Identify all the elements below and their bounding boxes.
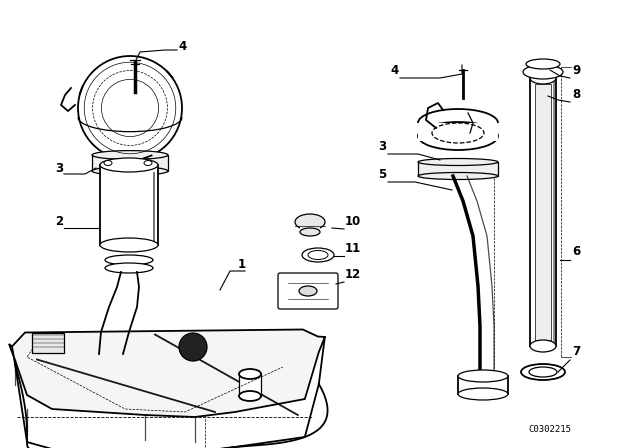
Text: C0302215: C0302215 xyxy=(528,425,571,434)
Ellipse shape xyxy=(299,286,317,296)
Ellipse shape xyxy=(105,263,153,273)
Text: 3: 3 xyxy=(378,140,386,153)
Bar xyxy=(92,155,168,171)
Ellipse shape xyxy=(92,151,168,159)
Text: 9: 9 xyxy=(572,64,580,77)
Text: 12: 12 xyxy=(345,268,361,281)
Bar xyxy=(239,374,261,396)
Ellipse shape xyxy=(239,391,261,401)
Circle shape xyxy=(78,56,182,160)
Bar xyxy=(418,123,498,141)
Ellipse shape xyxy=(302,248,334,262)
Bar xyxy=(100,165,158,245)
Text: 4: 4 xyxy=(178,40,186,53)
Ellipse shape xyxy=(418,159,498,165)
Circle shape xyxy=(179,333,207,361)
Ellipse shape xyxy=(458,388,508,400)
Text: 7: 7 xyxy=(572,345,580,358)
Bar xyxy=(32,332,64,353)
Bar xyxy=(300,222,320,232)
Ellipse shape xyxy=(100,238,158,252)
Ellipse shape xyxy=(523,65,563,79)
Bar xyxy=(458,376,508,394)
Bar xyxy=(530,78,556,346)
Text: 8: 8 xyxy=(572,88,580,101)
Polygon shape xyxy=(9,329,325,417)
Text: 4: 4 xyxy=(390,64,398,77)
Ellipse shape xyxy=(418,172,498,180)
Ellipse shape xyxy=(308,250,328,259)
FancyBboxPatch shape xyxy=(278,273,338,309)
Ellipse shape xyxy=(418,122,498,150)
Ellipse shape xyxy=(239,369,261,379)
Ellipse shape xyxy=(92,167,168,176)
Ellipse shape xyxy=(526,59,560,69)
Ellipse shape xyxy=(144,160,152,165)
Text: 2: 2 xyxy=(55,215,63,228)
Ellipse shape xyxy=(458,370,508,382)
Text: 11: 11 xyxy=(345,242,361,255)
Bar xyxy=(535,84,551,340)
Text: 6: 6 xyxy=(572,245,580,258)
Ellipse shape xyxy=(530,72,556,84)
Ellipse shape xyxy=(530,340,556,352)
Ellipse shape xyxy=(104,160,112,165)
Ellipse shape xyxy=(529,367,557,377)
Text: 5: 5 xyxy=(378,168,387,181)
Ellipse shape xyxy=(521,364,565,380)
Bar xyxy=(418,162,498,176)
Ellipse shape xyxy=(300,228,320,236)
Text: 1: 1 xyxy=(238,258,246,271)
Text: 10: 10 xyxy=(345,215,361,228)
Ellipse shape xyxy=(105,255,153,265)
Text: 3: 3 xyxy=(55,162,63,175)
Ellipse shape xyxy=(295,214,325,230)
Ellipse shape xyxy=(100,158,158,172)
